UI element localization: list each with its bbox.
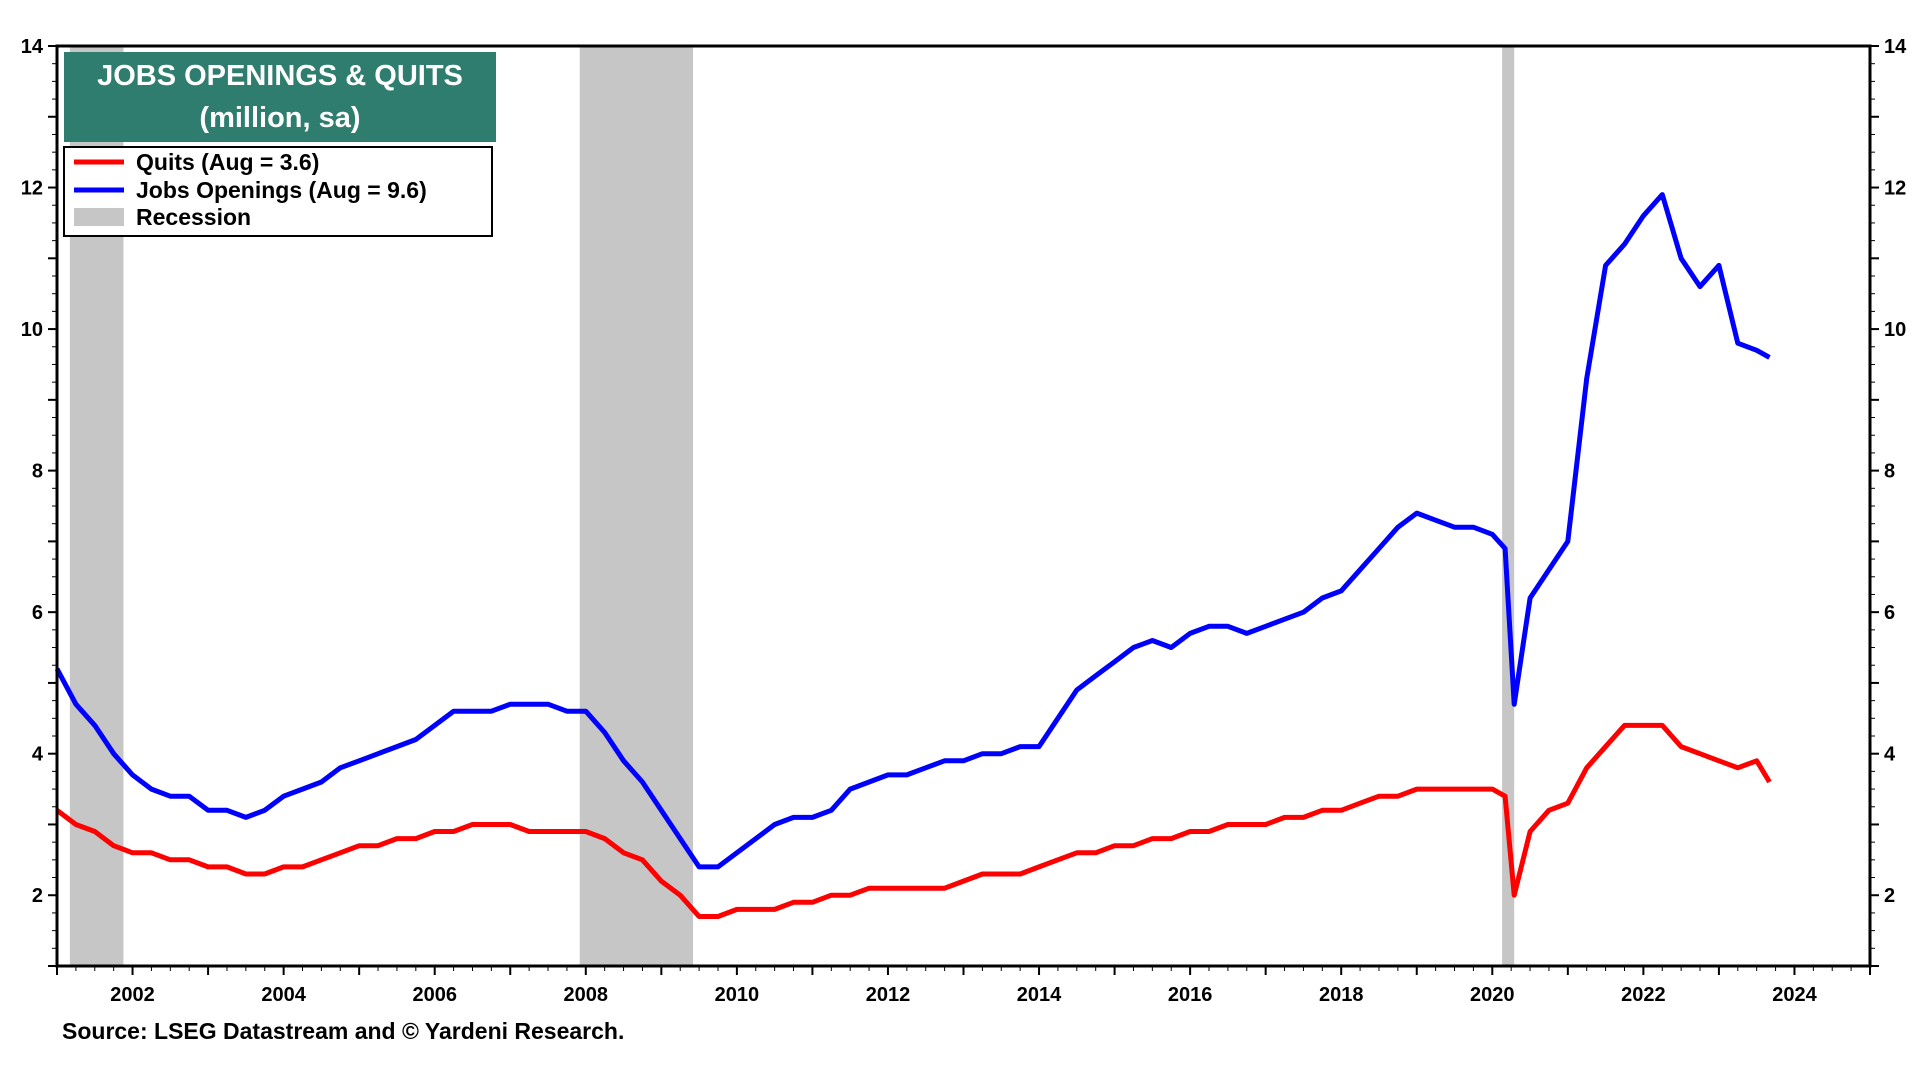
x-tick-label: 2006 — [412, 984, 457, 1006]
series-line-jobs-openings — [54, 192, 1771, 870]
y-tick-label-right: 12 — [1884, 178, 1906, 200]
chart-subtitle: (million, sa) — [199, 102, 360, 134]
y-tick-label-left: 14 — [21, 36, 44, 58]
x-tick-label: 2012 — [866, 984, 911, 1006]
x-tick-label: 2002 — [110, 984, 155, 1006]
x-tick-label: 2022 — [1621, 984, 1666, 1006]
recession-band-2 — [1502, 46, 1515, 966]
y-tick-label-left: 6 — [32, 602, 43, 624]
y-tick-label-right: 6 — [1884, 602, 1895, 624]
recession-band-1 — [579, 46, 694, 966]
title-box: JOBS OPENINGS & QUITS (million, sa) — [64, 52, 496, 142]
plot-frame — [55, 44, 1872, 968]
y-tick-label-left: 2 — [32, 885, 43, 907]
y-tick-label-right: 10 — [1884, 319, 1906, 341]
x-tick-label: 2014 — [1017, 984, 1062, 1006]
y-tick-label-right: 4 — [1884, 744, 1896, 766]
y-tick-label-right: 8 — [1884, 461, 1895, 483]
legend: Quits (Aug = 3.6) Jobs Openings (Aug = 9… — [63, 146, 493, 237]
series-lines — [54, 192, 1772, 919]
y-tick-label-left: 4 — [32, 744, 44, 766]
y-axis-labels-left: 2 4 6 8 10 12 14 — [21, 36, 44, 907]
legend-recession-swatch — [74, 208, 124, 226]
x-tick-label: 2020 — [1470, 984, 1515, 1006]
y-tick-label-left: 12 — [21, 178, 43, 200]
y-tick-label-left: 10 — [21, 319, 43, 341]
legend-openings-label: Jobs Openings (Aug = 9.6) — [136, 177, 427, 203]
y-tick-label-right: 14 — [1884, 36, 1907, 58]
legend-recession-label: Recession — [136, 204, 251, 230]
chart-title: JOBS OPENINGS & QUITS — [97, 60, 463, 92]
y-tick-label-left: 8 — [32, 461, 43, 483]
x-tick-label: 2004 — [261, 984, 306, 1006]
x-tick-label: 2016 — [1168, 984, 1213, 1006]
series-line-quits — [55, 722, 1772, 919]
x-tick-label: 2010 — [715, 984, 760, 1006]
x-tick-label: 2024 — [1772, 984, 1817, 1006]
source-note: Source: LSEG Datastream and © Yardeni Re… — [62, 1018, 625, 1044]
y-tick-label-right: 2 — [1884, 885, 1895, 907]
x-tick-label: 2018 — [1319, 984, 1364, 1006]
y-axis-labels-right: 2 4 6 8 10 12 14 — [1884, 36, 1907, 907]
x-axis-labels: 2002 2004 2006 2008 2010 2012 2014 2016 2018 2020… — [110, 984, 1817, 1006]
x-tick-label: 2008 — [564, 984, 609, 1006]
legend-quits-label: Quits (Aug = 3.6) — [136, 149, 319, 175]
